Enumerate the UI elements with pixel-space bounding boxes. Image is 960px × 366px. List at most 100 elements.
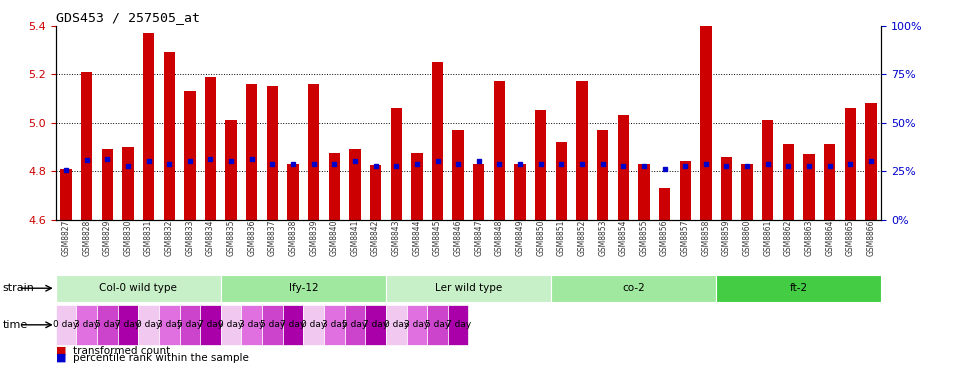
Bar (143, 33, 155, 220)
Text: co-2: co-2 (622, 283, 645, 293)
Text: GSM8835: GSM8835 (227, 220, 235, 256)
Text: GSM8827: GSM8827 (61, 220, 70, 256)
Text: GSM8866: GSM8866 (867, 220, 876, 256)
Bar (163, 52, 175, 220)
Bar (680, 161, 691, 220)
Bar (267, 86, 278, 220)
Bar (597, 130, 609, 220)
Bar (721, 157, 732, 220)
Text: 3 day: 3 day (322, 320, 347, 329)
Text: GSM8842: GSM8842 (372, 220, 380, 256)
Bar (201, 305, 221, 345)
Bar (391, 108, 402, 220)
Text: GSM8838: GSM8838 (289, 220, 298, 256)
Text: 5 day: 5 day (260, 320, 285, 329)
Text: GSM8863: GSM8863 (804, 220, 813, 256)
Text: 0 day: 0 day (219, 320, 244, 329)
Text: 0 day: 0 day (301, 320, 326, 329)
Text: Col-0 wild type: Col-0 wild type (99, 283, 178, 293)
Text: 5 day: 5 day (425, 320, 450, 329)
Bar (515, 164, 526, 220)
Bar (221, 305, 242, 345)
Text: 7 day: 7 day (445, 320, 470, 329)
Bar (576, 81, 588, 220)
Bar (242, 305, 262, 345)
Bar (226, 120, 237, 220)
Text: GSM8856: GSM8856 (660, 220, 669, 256)
Text: GSM8858: GSM8858 (702, 220, 710, 256)
Text: GSM8839: GSM8839 (309, 220, 318, 256)
Text: 7 day: 7 day (198, 320, 223, 329)
Text: ft-2: ft-2 (790, 283, 807, 293)
Text: GSM8847: GSM8847 (474, 220, 483, 256)
Bar (159, 305, 180, 345)
Bar (102, 149, 113, 220)
Text: 5 day: 5 day (95, 320, 120, 329)
Text: GSM8854: GSM8854 (619, 220, 628, 256)
Text: GSM8833: GSM8833 (185, 220, 194, 256)
Text: GSM8836: GSM8836 (248, 220, 256, 256)
Text: GSM8852: GSM8852 (578, 220, 587, 256)
Text: 5 day: 5 day (343, 320, 368, 329)
Text: 7 day: 7 day (115, 320, 140, 329)
Text: GSM8861: GSM8861 (763, 220, 772, 256)
Bar (659, 188, 670, 220)
Text: GSM8857: GSM8857 (681, 220, 689, 256)
Text: 3 day: 3 day (74, 320, 99, 329)
Bar (138, 305, 159, 345)
Bar (56, 305, 77, 345)
Text: GSM8859: GSM8859 (722, 220, 731, 256)
Bar (411, 153, 422, 220)
Bar (493, 81, 505, 220)
Text: 5 day: 5 day (178, 320, 203, 329)
Bar (118, 305, 138, 345)
Bar (324, 305, 345, 345)
Bar (60, 169, 72, 220)
Bar (865, 103, 876, 220)
Text: time: time (3, 320, 28, 330)
Text: GSM8850: GSM8850 (537, 220, 545, 256)
Bar (782, 145, 794, 220)
Text: GSM8829: GSM8829 (103, 220, 111, 256)
Text: GSM8849: GSM8849 (516, 220, 524, 256)
Bar (184, 91, 196, 220)
Text: Ler wild type: Ler wild type (435, 283, 502, 293)
Text: ■: ■ (56, 346, 66, 356)
Bar (762, 120, 774, 220)
Bar (535, 111, 546, 220)
Bar (432, 62, 444, 220)
Text: 7 day: 7 day (363, 320, 388, 329)
Text: 3 day: 3 day (156, 320, 181, 329)
Bar (386, 274, 551, 302)
Bar (427, 305, 448, 345)
Bar (81, 72, 92, 220)
Bar (97, 305, 118, 345)
Text: lfy-12: lfy-12 (289, 283, 318, 293)
Text: GSM8848: GSM8848 (495, 220, 504, 256)
Bar (386, 305, 407, 345)
Bar (366, 305, 386, 345)
Text: GSM8837: GSM8837 (268, 220, 276, 256)
Text: 3 day: 3 day (239, 320, 264, 329)
Bar (716, 274, 881, 302)
Bar (556, 142, 567, 220)
Bar (845, 108, 856, 220)
Text: GSM8862: GSM8862 (784, 220, 793, 256)
Text: GSM8828: GSM8828 (83, 220, 91, 256)
Bar (283, 305, 303, 345)
Text: 0 day: 0 day (136, 320, 161, 329)
Text: GSM8846: GSM8846 (454, 220, 463, 256)
Bar (741, 164, 753, 220)
Text: 7 day: 7 day (280, 320, 305, 329)
Text: GSM8832: GSM8832 (165, 220, 174, 256)
Bar (303, 305, 324, 345)
Bar (122, 147, 133, 220)
Bar (370, 165, 381, 220)
Text: percentile rank within the sample: percentile rank within the sample (73, 353, 249, 363)
Text: GSM8831: GSM8831 (144, 220, 153, 256)
Text: GSM8843: GSM8843 (392, 220, 400, 256)
Text: GSM8844: GSM8844 (413, 220, 421, 256)
Text: GSM8840: GSM8840 (330, 220, 339, 256)
Bar (204, 76, 216, 220)
Bar (221, 274, 386, 302)
